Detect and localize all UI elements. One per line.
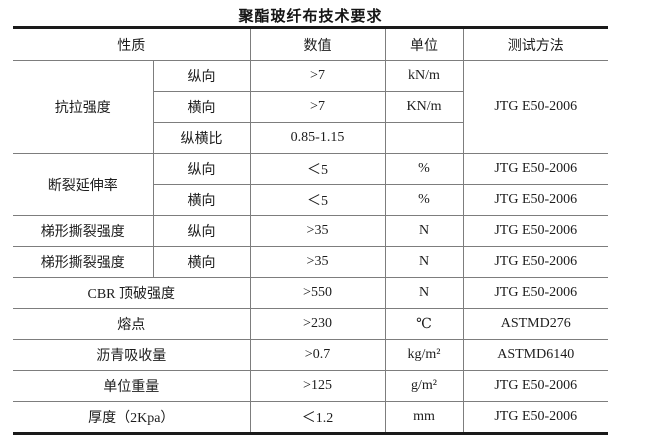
cell-property-group: 梯形撕裂强度 [13,246,154,278]
cell-method: ASTMD276 [462,308,608,340]
cell-unit [384,122,464,154]
cell-method: JTG E50-2006 [462,184,608,216]
cell-unit: % [384,153,464,185]
cell-unit: g/m² [384,370,464,402]
cell-value: >7 [249,60,386,92]
cell-direction: 纵向 [152,60,251,92]
table-row: 断裂延伸率 纵向 ＜5 % JTG E50-2006 [13,153,608,216]
cell-method: JTG E50-2006 [462,370,608,402]
header-row: 性质 数值 单位 测试方法 [13,26,608,61]
cell-unit: % [384,184,464,216]
header-value: 数值 [249,26,386,61]
cell-property-group: 断裂延伸率 [13,153,154,216]
cell-method: JTG E50-2006 [462,401,608,435]
cell-unit: mm [384,401,464,435]
cell-value: >35 [249,215,386,247]
table-row: 熔点 >230 ℃ ASTMD276 [13,308,608,340]
cell-direction: 横向 [152,246,251,278]
cell-unit: N [384,277,464,309]
cell-property-group: 梯形撕裂强度 [13,215,154,247]
cell-method: JTG E50-2006 [462,215,608,247]
cell-method: JTG E50-2006 [462,246,608,278]
table-row: 横向 ＜5 % JTG E50-2006 [13,184,608,216]
table-row: 横向 >7 KN/m [13,91,608,123]
cell-direction: 纵向 [152,215,251,247]
cell-unit: kN/m [384,60,464,92]
cell-value: >230 [249,308,386,340]
cell-property: 单位重量 [13,370,251,402]
cell-unit: N [384,215,464,247]
cell-value: ＜1.2 [249,401,386,435]
cell-property: CBR 顶破强度 [13,277,251,309]
table-row: 梯形撕裂强度 横向 >35 N JTG E50-2006 [13,246,608,278]
cell-value: >550 [249,277,386,309]
table-row: 抗拉强度 纵向 >7 kN/m JTG E50-2006 [13,60,608,154]
table-row: CBR 顶破强度 >550 N JTG E50-2006 [13,277,608,309]
cell-property-group: 抗拉强度 [13,60,154,154]
header-method: 测试方法 [462,26,608,61]
table-row: 沥青吸收量 >0.7 kg/m² ASTMD6140 [13,339,608,371]
header-property: 性质 [13,26,251,61]
page-title: 聚酯玻纤布技术要求 [238,9,383,25]
cell-method: JTG E50-2006 [462,60,608,154]
cell-unit: N [384,246,464,278]
cell-direction: 纵向 [152,153,251,185]
cell-method: ASTMD6140 [462,339,608,371]
table-row: 梯形撕裂强度 纵向 >35 N JTG E50-2006 [13,215,608,247]
cell-unit: KN/m [384,91,464,123]
cell-method: JTG E50-2006 [462,153,608,185]
cell-unit: kg/m² [384,339,464,371]
cell-value: >7 [249,91,386,123]
header-unit: 单位 [384,26,464,61]
table-row: 厚度（2Kpa） ＜1.2 mm JTG E50-2006 [13,401,608,435]
cell-direction: 横向 [152,184,251,216]
cell-value: ＜5 [249,184,386,216]
table-row: 单位重量 >125 g/m² JTG E50-2006 [13,370,608,402]
cell-value: >125 [249,370,386,402]
cell-unit: ℃ [384,308,464,340]
cell-value: ＜5 [249,153,386,185]
cell-value: 0.85-1.15 [249,122,386,154]
cell-value: >0.7 [249,339,386,371]
cell-property: 厚度（2Kpa） [13,401,251,435]
table-row: 纵横比 0.85-1.15 [13,122,608,154]
cell-direction: 纵横比 [152,122,251,154]
cell-direction: 横向 [152,91,251,123]
cell-method: JTG E50-2006 [462,277,608,309]
spec-table: 性质 数值 单位 测试方法 抗拉强度 纵向 >7 kN/m JTG E50-20… [13,26,608,435]
cell-value: >35 [249,246,386,278]
cell-property: 沥青吸收量 [13,339,251,371]
cell-property: 熔点 [13,308,251,340]
